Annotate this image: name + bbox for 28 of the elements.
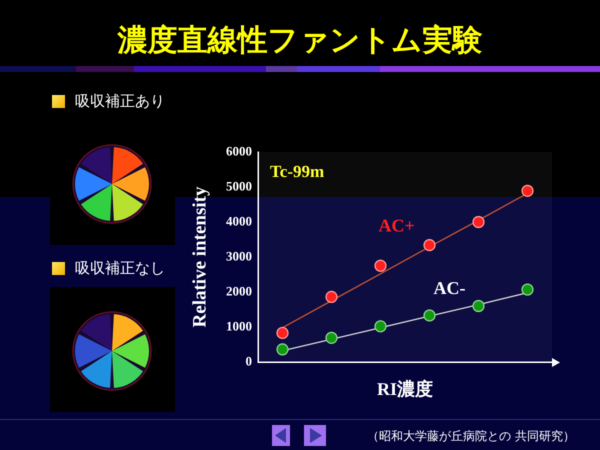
series-label: AC- bbox=[434, 278, 466, 298]
point bbox=[374, 320, 387, 332]
point bbox=[472, 216, 485, 228]
point bbox=[276, 326, 289, 340]
annotation: Tc-99m bbox=[270, 162, 324, 181]
point bbox=[325, 290, 338, 303]
y-axis-title: Relative intensity bbox=[189, 186, 210, 328]
text: 吸収補正あり bbox=[75, 92, 165, 111]
text: 吸収補正なし bbox=[75, 259, 165, 278]
point bbox=[374, 260, 387, 272]
point bbox=[423, 239, 436, 252]
point bbox=[423, 309, 436, 322]
point bbox=[276, 343, 289, 356]
point bbox=[521, 283, 534, 296]
y-tick-label: 6000 bbox=[226, 143, 252, 158]
point bbox=[325, 332, 338, 344]
y-tick-label: 0 bbox=[246, 353, 252, 368]
text: （昭和大学藤が丘病院との 共同研究） bbox=[367, 428, 575, 445]
point bbox=[472, 300, 485, 312]
y-tick-label: 1000 bbox=[226, 318, 252, 334]
series-label: AC+ bbox=[378, 215, 415, 236]
point bbox=[521, 184, 534, 197]
y-tick-label: 4000 bbox=[226, 213, 252, 228]
chart-title: 濃度直線性ファントム実験 bbox=[116, 22, 484, 60]
y-tick-label: 5000 bbox=[226, 178, 252, 194]
y-tick-label: 2000 bbox=[226, 283, 252, 298]
x-axis-title: RI濃度 bbox=[376, 378, 434, 399]
y-tick-label: 3000 bbox=[226, 248, 252, 264]
